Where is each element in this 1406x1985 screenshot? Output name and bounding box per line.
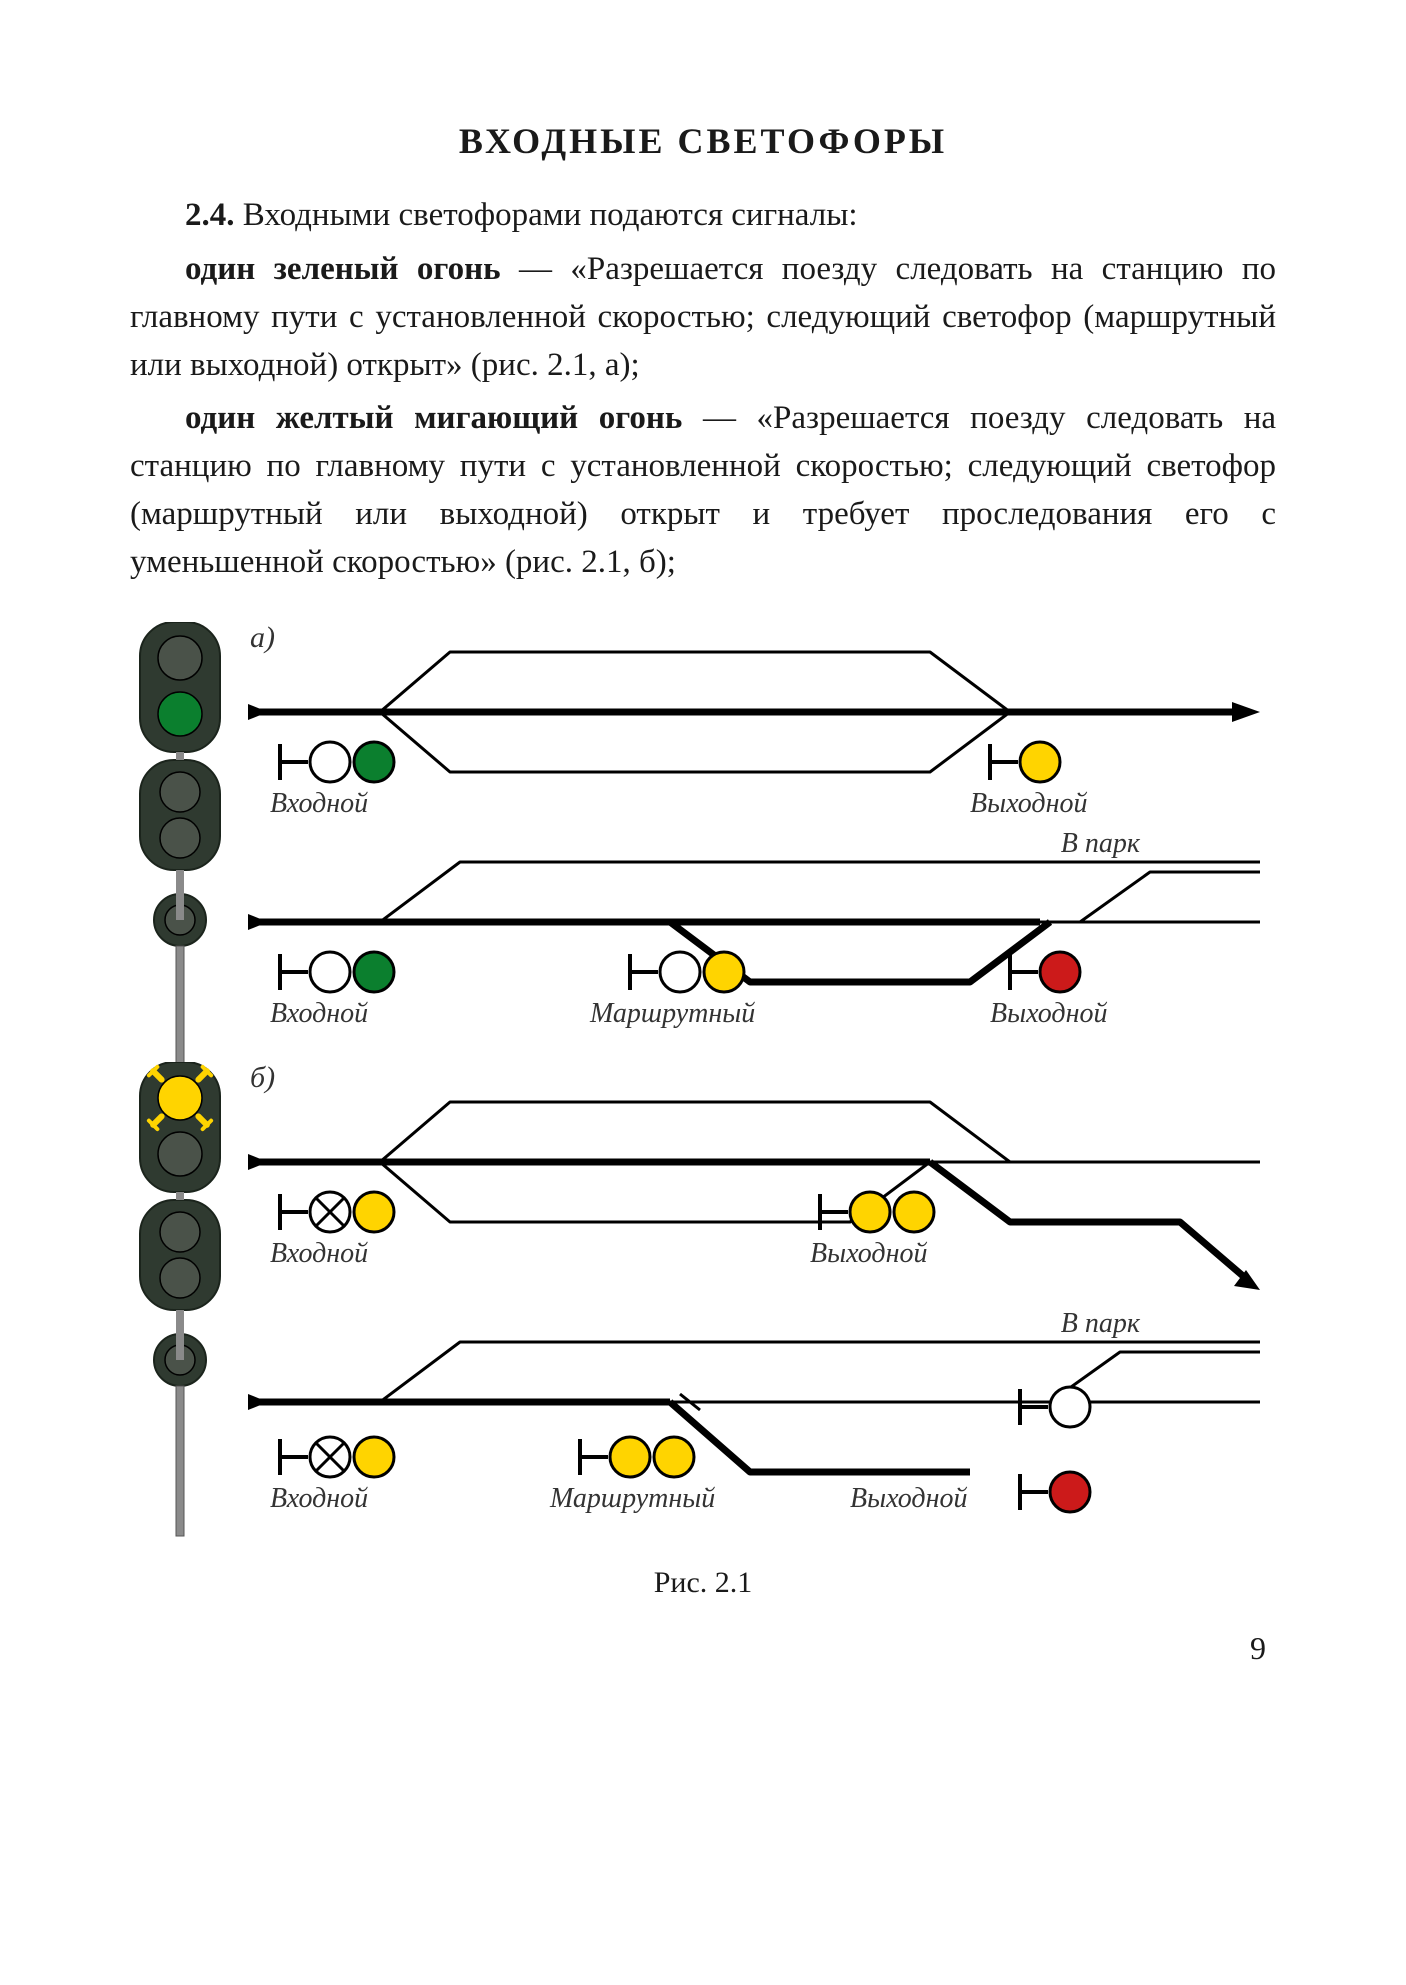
svg-text:Маршрутный: Маршрутный (549, 1483, 715, 1514)
diagram-panel-a: а) Входной Выходной В парк Входной Маршрутный… (130, 622, 1276, 1062)
paragraph-intro: 2.4. Входными светофорами подаются сигна… (130, 192, 1276, 240)
section-number: 2.4. (185, 197, 235, 233)
svg-text:Входной: Входной (270, 998, 368, 1029)
signal1-label: один зеленый огонь (185, 251, 501, 287)
intro-text: Входными светофорами подаются сигналы: (243, 197, 858, 233)
svg-text:Входной: Входной (270, 788, 368, 819)
figure-caption: Рис. 2.1 (130, 1566, 1276, 1600)
page-title: ВХОДНЫЕ СВЕТОФОРЫ (130, 120, 1276, 162)
svg-text:Выходной: Выходной (850, 1483, 967, 1514)
svg-text:Маршрутный: Маршрутный (589, 998, 755, 1029)
svg-text:Выходной: Выходной (990, 998, 1107, 1029)
document-page: ВХОДНЫЕ СВЕТОФОРЫ 2.4. Входными светофор… (0, 0, 1406, 1727)
svg-text:Входной: Входной (270, 1238, 368, 1269)
svg-text:а): а) (250, 622, 275, 654)
signal2-label: один желтый мигающий огонь (185, 400, 682, 436)
page-number: 9 (130, 1630, 1276, 1667)
figure-2-1: а) Входной Выходной В парк Входной Маршрутный… (130, 622, 1276, 1600)
svg-text:Выходной: Выходной (970, 788, 1087, 819)
svg-text:Входной: Входной (270, 1483, 368, 1514)
svg-text:Выходной: Выходной (810, 1238, 927, 1269)
paragraph-signal-1: один зеленый огонь — «Разрешается поезду… (130, 246, 1276, 390)
svg-text:В парк: В парк (1061, 1308, 1141, 1339)
svg-text:В парк: В парк (1061, 828, 1141, 859)
paragraph-signal-2: один желтый мигающий огонь — «Разрешаетс… (130, 395, 1276, 586)
svg-text:б): б) (250, 1062, 275, 1094)
diagram-panel-b: б) Входной Выходной В парк Входной Маршрутный… (130, 1062, 1276, 1562)
